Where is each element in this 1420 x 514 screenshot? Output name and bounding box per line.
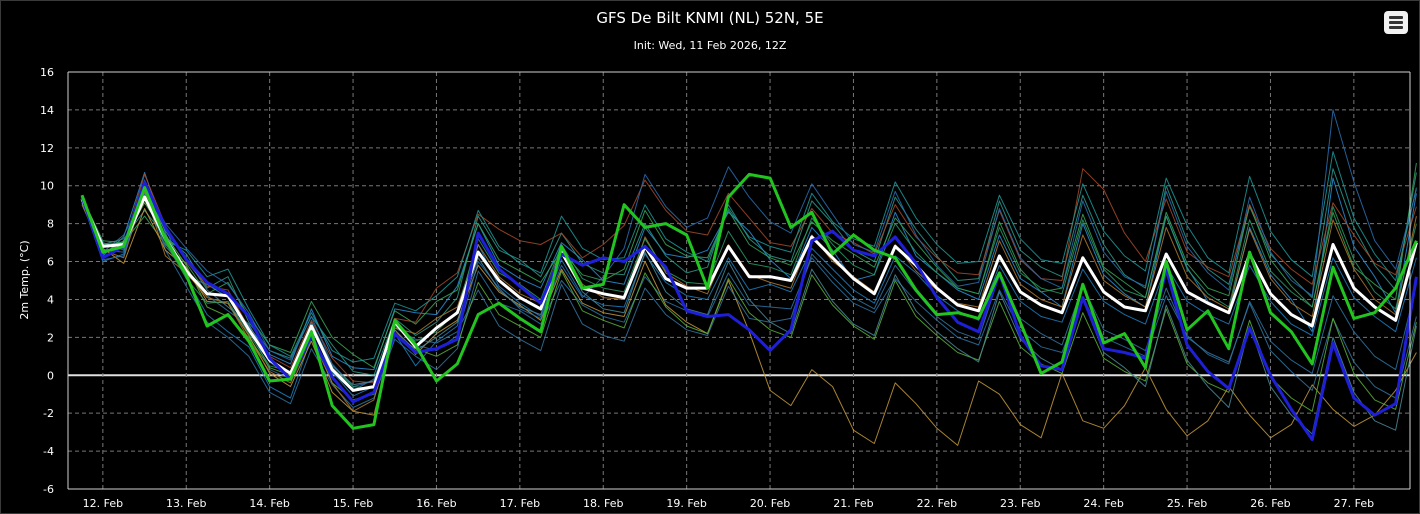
y-tick-label: 16 — [40, 66, 54, 79]
y-tick-label: -2 — [43, 407, 54, 420]
chart-subtitle: Init: Wed, 11 Feb 2026, 12Z — [633, 39, 787, 52]
series-line-7 — [81, 183, 1417, 408]
y-tick-label: 12 — [40, 142, 54, 155]
x-tick-label: 17. Feb — [500, 497, 540, 510]
x-tick-label: 13. Feb — [166, 497, 206, 510]
x-tick-label: 20. Feb — [750, 497, 790, 510]
series-layer — [80, 109, 1418, 446]
y-tick-label: 0 — [47, 369, 54, 382]
series-line-4 — [81, 192, 1417, 399]
y-tick-label: 8 — [47, 218, 54, 231]
y-tick-label: -4 — [43, 445, 54, 458]
hamburger-menu-icon — [1389, 21, 1403, 24]
hamburger-menu-icon — [1389, 26, 1403, 29]
x-tick-label: 26. Feb — [1250, 497, 1290, 510]
x-tick-label: 15. Feb — [333, 497, 373, 510]
y-tick-label: 14 — [40, 104, 54, 117]
hamburger-menu-button[interactable] — [1384, 11, 1408, 34]
series-line-9 — [81, 168, 1417, 384]
x-tick-label: 18. Feb — [583, 497, 623, 510]
x-tick-labels: 12. Feb 13. Feb 14. Feb 15. Feb 16. Feb 17. F… — [83, 497, 1374, 510]
x-tick-label: 21. Feb — [833, 497, 873, 510]
series-line-14 — [81, 109, 1417, 388]
y-tick-label: 4 — [47, 293, 54, 306]
x-tick-label: 23. Feb — [1000, 497, 1040, 510]
hamburger-menu-icon — [1389, 16, 1403, 19]
x-tick-label: 22. Feb — [917, 497, 957, 510]
x-tick-label: 14. Feb — [249, 497, 289, 510]
x-tick-label: 25. Feb — [1167, 497, 1207, 510]
series-line-11 — [81, 151, 1417, 363]
axes — [67, 71, 1411, 490]
series-line-6 — [81, 162, 1417, 369]
chart-title: GFS De Bilt KNMI (NL) 52N, 5E — [596, 9, 824, 27]
x-tick-label: 24. Feb — [1083, 497, 1123, 510]
y-tick-label: 6 — [47, 256, 54, 269]
x-tick-label: 19. Feb — [666, 497, 706, 510]
y-tick-labels: -6 -4 -2 0 2 4 6 8 10 12 14 16 — [40, 66, 54, 496]
y-tick-label: 10 — [40, 180, 54, 193]
y-tick-label: 2 — [47, 331, 54, 344]
x-tick-label: 27. Feb — [1334, 497, 1374, 510]
series-line-0 — [80, 195, 1418, 392]
y-axis-label: 2m Temp. (°C) — [18, 240, 31, 319]
y-tick-label: -6 — [43, 483, 54, 496]
x-tick-label: 16. Feb — [416, 497, 456, 510]
x-tick-label: 12. Feb — [83, 497, 123, 510]
series-line-2 — [80, 172, 1418, 430]
